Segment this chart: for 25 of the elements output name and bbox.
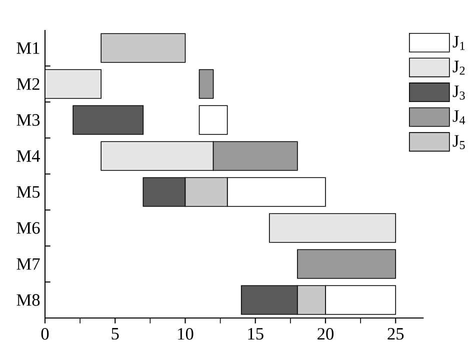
y-tick-label: M5 bbox=[16, 186, 40, 198]
y-tick-label: M2 bbox=[16, 78, 40, 90]
y-tick-label: M6 bbox=[16, 222, 40, 234]
x-tick-label: 20 bbox=[318, 328, 334, 340]
bar bbox=[268, 213, 396, 243]
y-tick-label: M4 bbox=[16, 150, 40, 162]
legend-label: J$_{3}$ bbox=[452, 86, 465, 100]
bar bbox=[198, 105, 228, 135]
y-tick-label: M8 bbox=[16, 294, 40, 306]
legend-label: J$_{1}$ bbox=[452, 36, 465, 50]
bar bbox=[297, 249, 396, 279]
y-tick-label: M7 bbox=[16, 258, 40, 270]
bar bbox=[72, 105, 144, 135]
legend-label: J$_{2}$ bbox=[452, 60, 465, 75]
legend-label: J$_{5}$ bbox=[452, 135, 465, 150]
x-tick-label: 5 bbox=[112, 328, 119, 340]
x-tick-label: 25 bbox=[388, 328, 404, 340]
legend-label: J$_{4}$ bbox=[452, 110, 466, 124]
y-tick-label: M3 bbox=[16, 114, 40, 126]
bar bbox=[198, 69, 214, 99]
x-tick-label: 15 bbox=[248, 328, 264, 340]
x-tick-label: 10 bbox=[178, 328, 194, 340]
bar bbox=[100, 33, 186, 63]
x-tick-label: 0 bbox=[41, 328, 49, 340]
y-tick-label: M1 bbox=[16, 42, 40, 54]
